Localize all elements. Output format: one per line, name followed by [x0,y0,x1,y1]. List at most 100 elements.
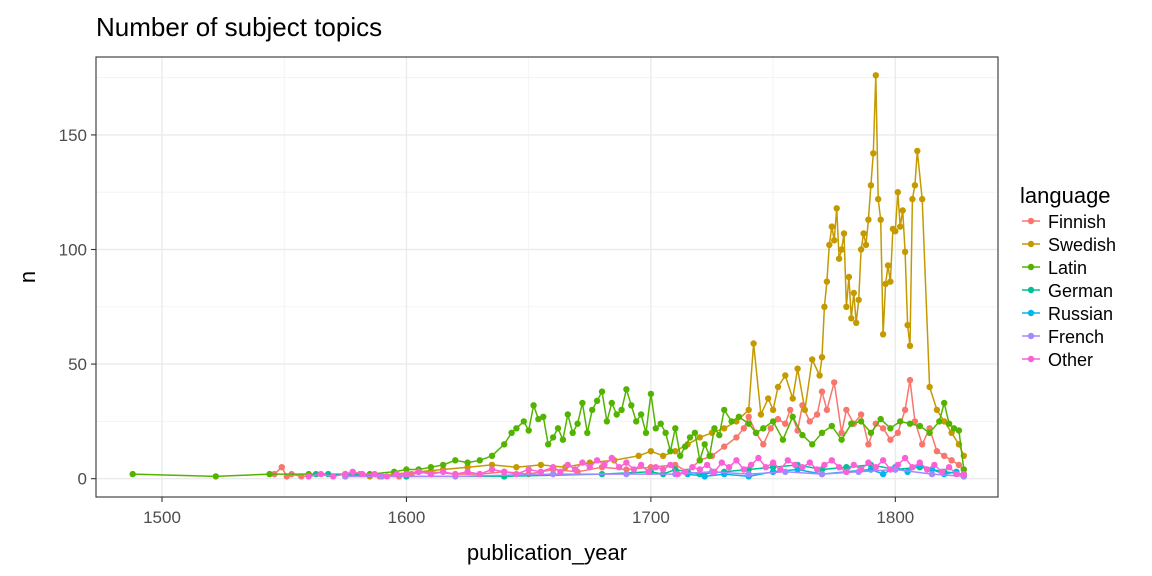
series-latin [129,386,967,480]
data-point [857,418,865,425]
data-point [843,303,850,310]
data-point [843,406,850,414]
data-point [769,418,777,425]
data-point [755,454,762,462]
data-point [799,464,806,471]
data-point [549,434,557,441]
legend-label: German [1048,281,1113,301]
data-point [733,457,740,464]
data-point [769,406,777,414]
data-point [936,418,943,425]
legend-label: Finnish [1048,212,1106,232]
data-point [865,216,872,223]
data-point [501,441,508,448]
data-point [689,464,696,471]
data-point [513,470,520,478]
data-point [488,452,496,459]
data-point [662,429,669,436]
data-point [439,461,447,469]
data-point [677,452,684,459]
data-point [501,468,508,475]
data-point [879,331,887,338]
data-point [892,228,899,235]
data-point [681,443,689,450]
data-point [667,448,674,455]
data-point [850,289,857,297]
data-point [794,365,801,372]
legend-item: Other [1022,350,1093,370]
data-point [877,415,884,423]
data-point [540,413,547,420]
data-point [721,406,728,414]
data-point [623,386,630,393]
data-point [613,411,620,418]
data-point [635,452,642,459]
data-point [875,195,882,203]
data-point [838,436,845,443]
data-point [879,470,887,478]
data-point [557,468,564,475]
minor-gridlines [96,57,998,497]
y-tick-label: 50 [68,355,87,374]
series-line [132,388,965,478]
data-point [745,406,752,414]
data-point [452,470,459,478]
legend-label: French [1048,327,1104,347]
data-point [857,246,865,253]
y-tick-label: 0 [78,470,87,489]
data-point [848,420,855,427]
data-point [593,397,601,404]
data-point [586,464,593,471]
data-point [488,466,496,473]
data-point [887,436,894,443]
data-point [843,464,850,471]
data-point [806,459,813,466]
data-point [745,420,752,427]
data-point [850,461,857,469]
data-point [427,470,435,478]
data-point [745,470,752,478]
data-point [945,464,953,471]
data-point [549,464,557,471]
data-point [828,457,835,464]
data-point [464,464,471,471]
data-point [371,470,378,478]
data-point [359,470,366,478]
data-point [760,441,767,448]
data-point [843,468,850,475]
data-point [872,464,879,471]
data-point [950,425,958,432]
legend-item: German [1022,281,1113,301]
data-point [941,399,948,407]
data-point [701,441,708,448]
data-point [520,418,527,425]
y-axis-title: n [15,271,40,283]
data-point [870,150,877,157]
data-point [305,473,312,480]
data-point [818,429,826,436]
data-point [647,390,655,398]
data-point [955,427,963,434]
data-point [537,461,545,469]
data-point [733,434,740,441]
data-point [916,459,923,466]
data-point [894,189,901,196]
data-point [821,303,828,310]
major-gridlines [96,57,998,497]
data-point [806,418,813,425]
data-point [537,468,545,475]
data-point [821,461,828,469]
data-point [530,402,537,409]
data-point [909,464,916,471]
data-point [760,425,767,432]
data-point [813,411,821,418]
data-point [857,411,865,418]
data-point [706,452,713,459]
data-point [762,464,769,471]
data-point [901,248,909,255]
data-point [777,466,784,473]
data-point [823,406,831,414]
data-point [452,457,459,464]
data-point [464,468,471,475]
data-point [865,441,872,448]
